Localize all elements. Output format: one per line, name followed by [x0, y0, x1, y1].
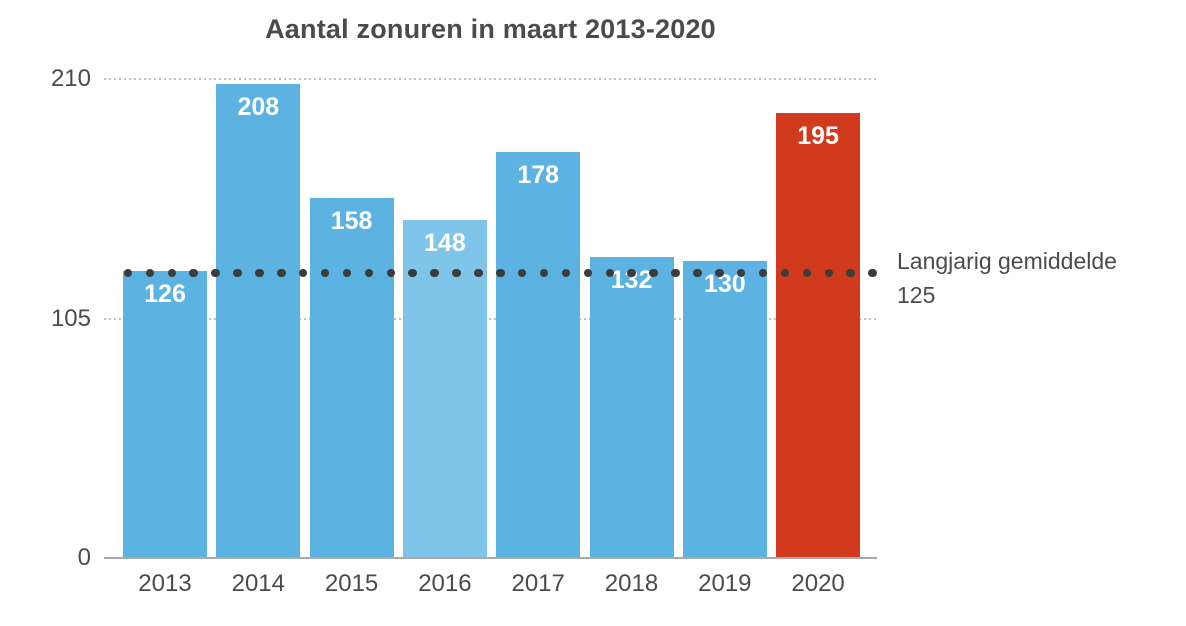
average-line-dot	[386, 268, 396, 278]
bar-2013	[123, 270, 207, 558]
xtick-2016: 2016	[418, 570, 472, 597]
xtick-2014: 2014	[231, 570, 285, 597]
average-line-dot	[780, 268, 790, 278]
ytick-0: 0	[77, 544, 91, 571]
average-line-dot	[342, 268, 352, 278]
average-line-dot	[693, 268, 702, 278]
average-line-dot	[496, 268, 505, 278]
average-line-dot	[255, 268, 264, 278]
value-label-2020: 195	[797, 122, 839, 151]
average-line-label-value: 125	[897, 282, 936, 308]
average-line-dot	[671, 268, 680, 278]
xtick-2018: 2018	[604, 570, 659, 597]
xtick-2019: 2019	[698, 570, 752, 597]
average-line-dot	[123, 268, 133, 278]
bar-2019	[682, 261, 767, 558]
bar-2014	[216, 83, 301, 558]
ytick-210: 210	[50, 65, 91, 92]
bar-2017	[496, 151, 581, 558]
chart-title: Aantal zonuren in maart 2013-2020	[265, 14, 716, 44]
average-line-dot	[408, 268, 417, 278]
average-line-dot	[474, 268, 483, 278]
x-axis-line	[104, 557, 877, 559]
xtick-2015: 2015	[324, 570, 379, 597]
bar-2015	[309, 197, 394, 558]
average-line-dot	[758, 268, 768, 278]
average-line-dot	[364, 268, 374, 278]
average-line-dot	[167, 268, 177, 278]
average-line-dot	[233, 268, 242, 278]
average-line-dot	[868, 268, 877, 278]
average-line-dot	[824, 268, 834, 278]
average-line-dot	[802, 268, 812, 278]
average-line-dot	[561, 268, 571, 278]
value-label-2015: 158	[330, 206, 373, 235]
value-label-2014: 208	[237, 92, 280, 121]
average-line-dot	[298, 268, 308, 278]
average-line-dot	[846, 268, 855, 278]
average-line-label: Langjarig gemiddelde 125	[897, 244, 1117, 312]
average-line-dot	[583, 268, 593, 278]
bar-2016	[402, 220, 487, 558]
value-label-2013: 126	[144, 279, 186, 308]
xtick-2013: 2013	[138, 570, 192, 597]
average-line-dot	[430, 268, 439, 278]
bar-2020	[776, 113, 861, 558]
average-line-dot	[277, 268, 286, 278]
average-line-dot	[605, 268, 615, 278]
average-line-label-text: Langjarig gemiddelde	[897, 248, 1117, 274]
average-line-dot	[452, 268, 461, 278]
gridline-210	[104, 78, 877, 80]
average-line-dot	[627, 268, 636, 278]
average-line-dot	[539, 268, 549, 278]
ytick-105: 105	[50, 304, 91, 332]
average-line-dot	[715, 268, 724, 278]
value-label-2017: 178	[517, 160, 560, 189]
average-line-dot	[189, 268, 198, 278]
xtick-2020: 2020	[791, 570, 845, 597]
average-line-dot	[145, 268, 155, 278]
bar-2018	[589, 256, 674, 558]
average-line-dot	[517, 268, 527, 278]
average-line-dot	[649, 268, 658, 278]
xtick-2017: 2017	[511, 570, 565, 597]
value-label-2016: 148	[424, 229, 466, 258]
average-line-dot	[736, 268, 746, 278]
average-line-dot	[211, 268, 220, 278]
average-line-dot	[320, 268, 330, 278]
gridline-105	[104, 317, 877, 320]
